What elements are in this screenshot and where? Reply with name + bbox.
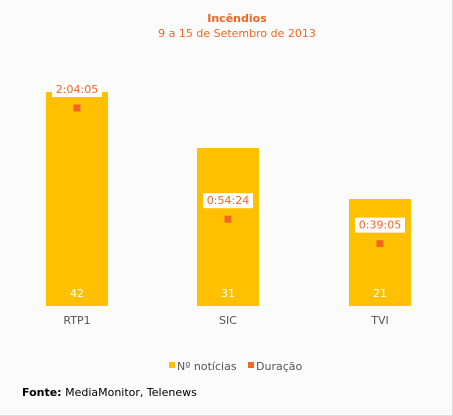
chart-subtitle: 9 a 15 de Setembro de 2013: [158, 27, 316, 40]
duration-marker-sic: [224, 215, 232, 223]
category-label-rtp1: RTP1: [63, 314, 90, 327]
duration-label-box-rtp1: [52, 82, 102, 97]
duration-label-sic: 0:54:24: [207, 194, 249, 207]
legend: Nº notícias Duração: [169, 360, 302, 373]
duration-marker-rtp1: [73, 104, 81, 112]
duration-label-tvi: 0:39:05: [359, 219, 401, 232]
bar-sic: [197, 148, 259, 306]
legend-label-noticias: Nº notícias: [177, 360, 237, 373]
legend-label-duracao: Duração: [256, 360, 302, 373]
source-note: Fonte: MediaMonitor, Telenews: [22, 386, 197, 399]
legend-swatch-duracao: [248, 362, 254, 368]
duration-label-box-tvi: [355, 217, 405, 233]
chart-title: Incêndios: [207, 12, 267, 25]
count-label-sic: 31: [221, 287, 235, 300]
bar-chart: Incêndios 9 a 15 de Setembro de 2013 42 R…: [46, 12, 411, 373]
count-label-tvi: 21: [373, 287, 387, 300]
plot-area: 42 RTP1 2:04:05 31 SIC 0:54:24 21 TVI 0:39:05: [46, 82, 411, 327]
bar-rtp1: [46, 92, 108, 306]
duration-label-rtp1: 2:04:05: [56, 83, 98, 96]
count-label-rtp1: 42: [70, 287, 84, 300]
duration-label-box-sic: [203, 193, 253, 209]
source-label: Fonte:: [22, 386, 62, 399]
source-text: MediaMonitor, Telenews: [65, 386, 197, 399]
category-label-tvi: TVI: [370, 314, 389, 327]
bar-tvi: [349, 199, 411, 306]
category-label-sic: SIC: [219, 314, 237, 327]
duration-marker-tvi: [376, 240, 384, 248]
legend-swatch-noticias: [169, 362, 175, 368]
